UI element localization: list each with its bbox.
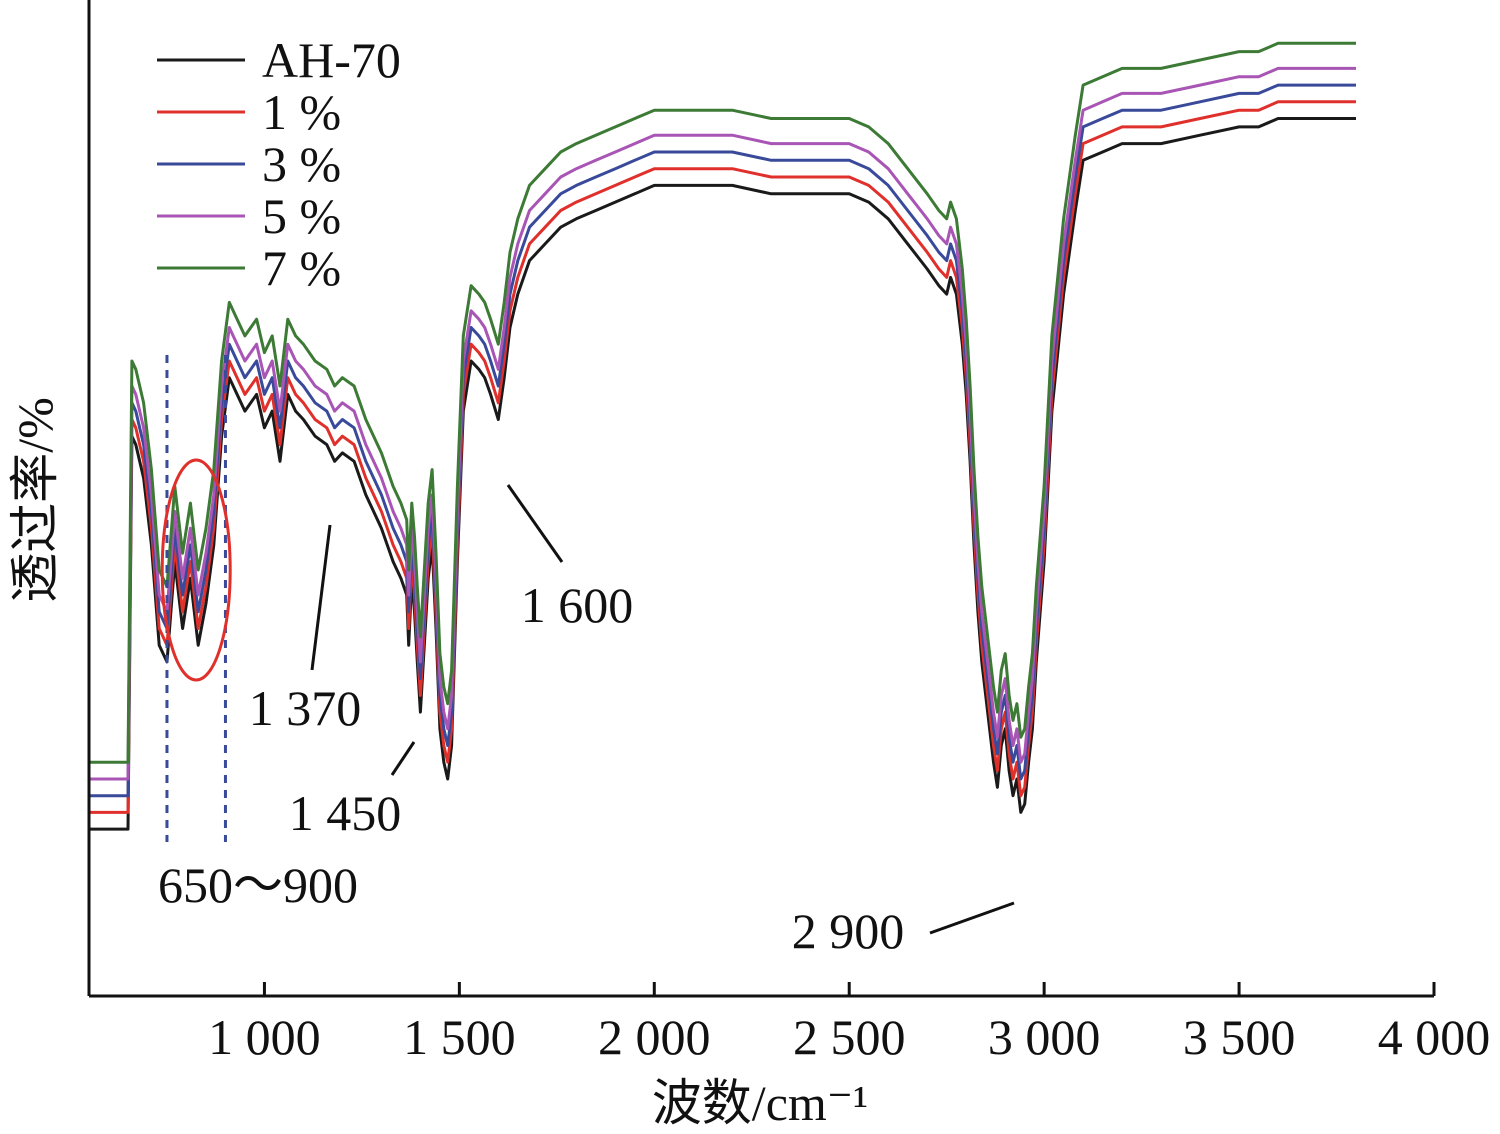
legend-label-4: 7 % [262, 240, 341, 296]
annotation-label-1: 1 370 [249, 680, 362, 736]
legend-label-1: 1 % [262, 84, 341, 140]
x-tick-label: 1 500 [403, 1009, 516, 1065]
annotation-leader-2 [390, 741, 416, 776]
legend-label-0: AH-70 [262, 32, 401, 88]
legend-label-3: 5 % [262, 188, 341, 244]
legend-label-2: 3 % [262, 136, 341, 192]
series-line-4 [89, 41, 1356, 764]
series-line-0 [89, 117, 1356, 831]
x-tick-label: 1 000 [208, 1009, 321, 1065]
x-axis-title: 波数/cm⁻¹ [652, 1075, 868, 1131]
x-tick-label: 2 000 [598, 1009, 711, 1065]
x-tick-label: 3 500 [1183, 1009, 1296, 1065]
band-ellipse [160, 458, 232, 682]
spectrum-curves [89, 41, 1356, 831]
annotation-label-3: 1 600 [521, 577, 634, 633]
x-tick-label: 3 000 [988, 1009, 1101, 1065]
x-ticks: 1 000 1 500 2 000 2 500 3 000 3 500 4 000 [208, 982, 1490, 1065]
series-line-2 [89, 83, 1356, 798]
annotation-label-0: 650～900 [158, 857, 358, 913]
axes [87, 0, 1434, 998]
highlight-band [160, 355, 232, 842]
x-tick-label: 4 000 [1378, 1009, 1491, 1065]
annotations: 650～900 1 370 1 450 1 600 2 900 [158, 484, 1015, 959]
series-line-1 [89, 100, 1356, 814]
annotation-leader-1 [310, 524, 332, 671]
x-tick-label: 2 500 [793, 1009, 906, 1065]
annotation-label-4: 2 900 [792, 903, 905, 959]
legend: AH-701 %3 %5 %7 % [157, 32, 401, 296]
annotation-label-2: 1 450 [289, 785, 402, 841]
annotation-leader-4 [929, 901, 1015, 935]
series-line-3 [89, 66, 1356, 781]
y-axis-title: 透过率/% [7, 397, 63, 603]
annotation-leader-3 [506, 484, 564, 563]
